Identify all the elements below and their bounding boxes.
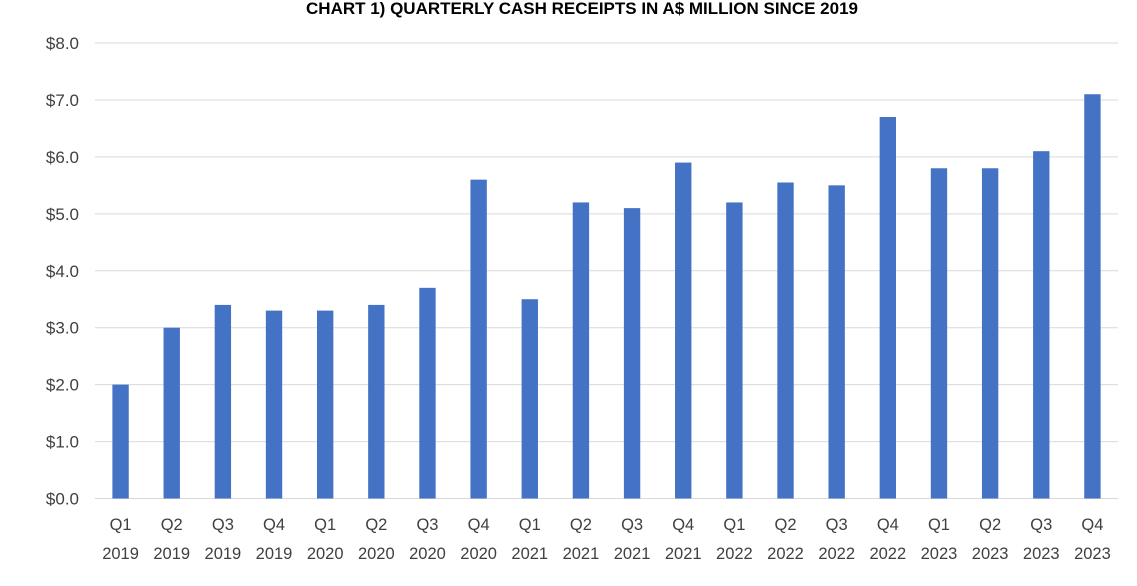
x-tick-label-year: 2021 xyxy=(563,545,600,563)
x-tick-label-year: 2020 xyxy=(460,545,497,563)
bar xyxy=(521,299,538,499)
bar xyxy=(265,310,283,499)
bar xyxy=(112,384,129,499)
x-tick-label-year: 2019 xyxy=(102,545,139,563)
x-tick-label-quarter: Q3 xyxy=(621,516,643,534)
x-tick-label-year: 2019 xyxy=(153,545,190,563)
bar xyxy=(316,310,334,499)
bar xyxy=(163,327,180,499)
x-tick-label-quarter: Q3 xyxy=(1030,516,1052,534)
y-tick-label: $4.0 xyxy=(46,262,79,281)
x-tick-label-quarter: Q4 xyxy=(877,516,899,534)
y-tick-label: $8.0 xyxy=(46,34,79,53)
x-tick-label-quarter: Q2 xyxy=(161,516,183,534)
x-tick-label-year: 2019 xyxy=(205,545,242,563)
x-tick-label-quarter: Q2 xyxy=(570,516,592,534)
chart-title: CHART 1) QUARTERLY CASH RECEIPTS IN A$ M… xyxy=(306,0,858,18)
x-tick-label-quarter: Q2 xyxy=(979,516,1001,534)
bar xyxy=(675,162,692,499)
x-tick-label-quarter: Q1 xyxy=(928,516,950,534)
bar xyxy=(777,182,794,499)
x-tick-label-quarter: Q3 xyxy=(212,516,234,534)
bar xyxy=(419,287,436,499)
x-tick-label-quarter: Q4 xyxy=(1081,516,1103,534)
bar xyxy=(879,117,897,499)
bar xyxy=(572,202,590,499)
x-tick-label-year: 2019 xyxy=(256,545,293,563)
x-tick-label-quarter: Q4 xyxy=(672,516,694,534)
x-tick-label-quarter: Q3 xyxy=(416,516,438,534)
bar xyxy=(828,185,845,499)
x-tick-label-quarter: Q4 xyxy=(468,516,490,534)
x-tick-label-quarter: Q4 xyxy=(263,516,285,534)
bar xyxy=(368,304,385,499)
x-tick-label-year: 2023 xyxy=(921,545,958,563)
x-axis-category-labels: Q1 2019 Q2 2019 Q3 2019 Q4 2019 Q1 2020 Q2 2020 Q3 20… xyxy=(102,516,1111,563)
bar xyxy=(981,168,999,499)
x-tick-label-year: 2020 xyxy=(358,545,395,563)
x-tick-label-year: 2023 xyxy=(972,545,1009,563)
x-tick-label-quarter: Q3 xyxy=(826,516,848,534)
bar xyxy=(930,168,948,499)
y-tick-label: $6.0 xyxy=(46,148,79,167)
y-tick-label: $7.0 xyxy=(46,91,79,110)
y-tick-label: $0.0 xyxy=(46,490,79,509)
x-tick-label-year: 2021 xyxy=(665,545,702,563)
bars xyxy=(112,94,1101,499)
x-tick-label-year: 2020 xyxy=(409,545,446,563)
x-tick-label-year: 2021 xyxy=(511,545,548,563)
x-tick-label-year: 2022 xyxy=(818,545,855,563)
bar xyxy=(726,202,743,499)
x-tick-label-year: 2022 xyxy=(869,545,906,563)
x-tick-label-quarter: Q1 xyxy=(314,516,336,534)
x-tick-label-quarter: Q2 xyxy=(775,516,797,534)
x-tick-label-year: 2023 xyxy=(1023,545,1060,563)
bar xyxy=(214,304,232,499)
y-tick-label: $1.0 xyxy=(46,433,79,452)
bar xyxy=(1084,94,1101,499)
y-tick-label: $5.0 xyxy=(46,205,79,224)
y-tick-label: $3.0 xyxy=(46,319,79,338)
x-tick-label-year: 2021 xyxy=(614,545,651,563)
x-tick-label-quarter: Q1 xyxy=(110,516,132,534)
bar xyxy=(1033,151,1050,499)
x-tick-label-quarter: Q2 xyxy=(365,516,387,534)
x-tick-label-year: 2022 xyxy=(767,545,804,563)
x-tick-label-year: 2022 xyxy=(716,545,753,563)
x-tick-label-year: 2020 xyxy=(307,545,344,563)
gridlines xyxy=(95,42,1118,499)
x-tick-label-year: 2023 xyxy=(1074,545,1111,563)
y-axis-tick-labels: $0.0 $1.0 $2.0 $3.0 $4.0 $5.0 $6.0 $7.0 $8.0 xyxy=(46,34,79,509)
bar xyxy=(623,208,641,499)
x-tick-label-quarter: Q1 xyxy=(519,516,541,534)
bar xyxy=(470,179,487,499)
y-tick-label: $2.0 xyxy=(46,376,79,395)
x-tick-label-quarter: Q1 xyxy=(723,516,745,534)
